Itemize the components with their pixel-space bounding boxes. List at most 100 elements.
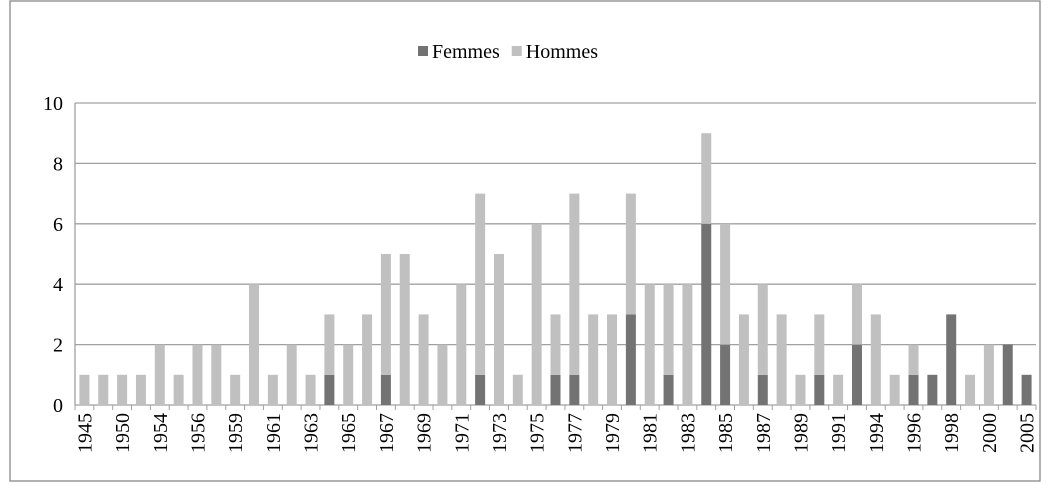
bar-segment (663, 284, 674, 375)
bar-segment (399, 254, 410, 405)
bar-segment (814, 314, 825, 375)
bar-segment (701, 223, 712, 405)
x-tick-label: 1956 (187, 413, 209, 453)
bar-segment (569, 374, 580, 405)
y-tick-label: 2 (53, 335, 63, 357)
bar-segment (79, 374, 90, 405)
bar-segment (946, 314, 957, 405)
bar-segment (870, 314, 881, 405)
bar-segment (475, 374, 486, 405)
x-tick-label: 1950 (112, 413, 134, 453)
bar-segment (720, 223, 731, 345)
bar-segment (776, 314, 787, 405)
y-tick-label: 8 (53, 153, 63, 175)
bar-segment (192, 344, 203, 405)
bar-segment (117, 374, 128, 405)
x-tick-label: 1965 (338, 413, 360, 453)
x-tick-label: 2005 (1017, 413, 1039, 453)
bar-segment (663, 374, 674, 405)
x-tick-label: 1967 (376, 413, 398, 453)
bar-segment (682, 284, 693, 405)
legend-label: Femmes (432, 41, 500, 63)
x-tick-label: 1954 (150, 413, 172, 453)
x-tick-label: 1981 (640, 413, 662, 453)
bar-segment (512, 374, 523, 405)
chart-border (9, 0, 1041, 482)
bar-segment (267, 374, 278, 405)
bar-segment (418, 314, 429, 405)
y-tick-label: 6 (53, 214, 63, 236)
x-tick-label: 1975 (527, 413, 549, 453)
bar-segment (493, 254, 504, 405)
bar-segment (173, 374, 184, 405)
bar-segment (324, 374, 335, 405)
x-tick-label: 1969 (414, 413, 436, 453)
bar-segment (851, 284, 862, 345)
legend-label: Hommes (526, 41, 598, 63)
bar-segment (625, 314, 636, 405)
bar-segment (211, 344, 222, 405)
bar-segment (965, 374, 976, 405)
bar-segment (1002, 344, 1013, 405)
bar-segment (795, 374, 806, 405)
bar-segment (908, 374, 919, 405)
x-tick-label: 1987 (753, 413, 775, 453)
bar-segment (286, 344, 297, 405)
bar-segment (135, 374, 146, 405)
bar-segment (324, 314, 335, 375)
bar-segment (757, 284, 768, 375)
bar-segment (588, 314, 599, 405)
bar-segment (833, 374, 844, 405)
bar-segment (475, 193, 486, 375)
x-tick-label: 1983 (677, 413, 699, 453)
bar-segment (607, 314, 618, 405)
legend-swatch (511, 46, 522, 56)
bar-segment (362, 314, 373, 405)
bar-segment (531, 223, 542, 405)
bar-segment (851, 344, 862, 405)
bar-segment (927, 374, 938, 405)
bar-segment (569, 193, 580, 375)
bar-segment (154, 344, 165, 405)
x-tick-label: 1959 (225, 413, 247, 453)
y-tick-label: 4 (53, 274, 63, 296)
x-tick-label: 1996 (904, 413, 926, 453)
bar-segment (738, 314, 749, 405)
bar-segment (889, 374, 900, 405)
bar-segment (757, 374, 768, 405)
x-tick-label: 1991 (828, 413, 850, 453)
x-tick-label: 1977 (564, 413, 586, 453)
x-tick-label: 1963 (301, 413, 323, 453)
bar-segment (983, 344, 994, 405)
bar-segment (908, 344, 919, 375)
bar-segment (701, 133, 712, 224)
bar-segment (230, 374, 241, 405)
bar-segment (814, 374, 825, 405)
x-tick-label: 2000 (979, 413, 1001, 453)
bar-segment (249, 284, 260, 405)
bar-segment (720, 344, 731, 405)
x-tick-label: 1961 (263, 413, 285, 453)
x-tick-label: 1985 (715, 413, 737, 453)
bar-segment (550, 314, 561, 375)
y-tick-label: 10 (43, 93, 63, 115)
bar-segment (550, 374, 561, 405)
x-tick-label: 1971 (451, 413, 473, 453)
bar-segment (98, 374, 109, 405)
x-tick-label: 1998 (941, 413, 963, 453)
bar-segment (305, 374, 316, 405)
legend-swatch (418, 46, 428, 56)
x-tick-label: 1979 (602, 413, 624, 453)
bar-segment (380, 374, 391, 405)
x-tick-label: 1989 (790, 413, 812, 453)
bar-segment (644, 284, 655, 405)
bar-segment (343, 344, 354, 405)
x-tick-label: 1994 (866, 413, 888, 453)
bar-segment (380, 254, 391, 375)
bar-segment (1021, 374, 1032, 405)
x-tick-label: 1973 (489, 413, 511, 453)
bar-segment (437, 344, 448, 405)
bar-segment (625, 193, 636, 315)
x-tick-label: 1945 (74, 413, 96, 453)
